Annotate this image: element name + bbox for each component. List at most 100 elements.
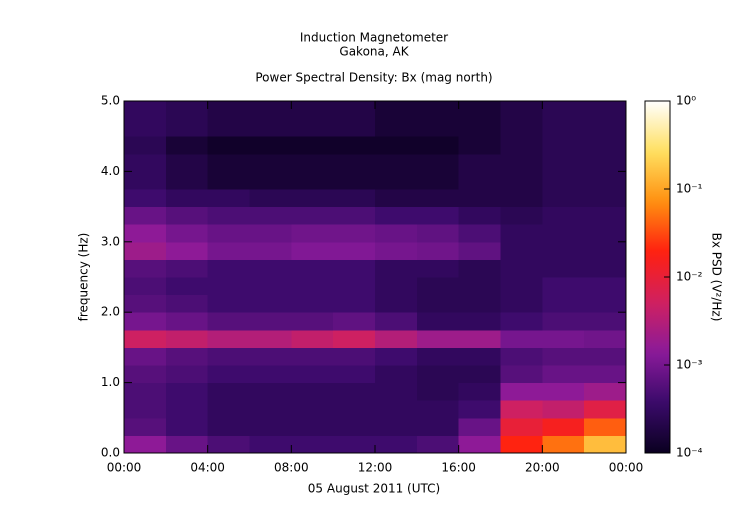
cell <box>333 329 376 348</box>
cell <box>207 312 250 331</box>
cell <box>458 153 501 172</box>
cell <box>584 171 627 190</box>
cell <box>333 382 376 401</box>
cell <box>333 224 376 243</box>
cell <box>500 312 543 331</box>
cell <box>165 417 209 436</box>
cell <box>375 118 418 137</box>
cell <box>458 189 501 208</box>
cell <box>207 382 250 401</box>
cell <box>165 312 209 331</box>
cell <box>416 329 460 348</box>
cell <box>124 382 167 401</box>
cell <box>416 365 460 384</box>
cell <box>584 329 627 348</box>
cell <box>500 241 543 260</box>
cell <box>375 259 418 278</box>
cell <box>458 277 501 296</box>
cell <box>416 171 460 190</box>
cell <box>542 259 585 278</box>
cell <box>249 224 292 243</box>
cell <box>375 277 418 296</box>
cell <box>416 206 460 225</box>
x-tick-label: 08:00 <box>274 461 309 475</box>
cell <box>375 189 418 208</box>
cell <box>500 101 543 120</box>
cell <box>333 347 376 366</box>
cell <box>542 400 585 419</box>
plot-title: Power Spectral Density: Bx (mag north) <box>255 71 492 85</box>
cell <box>500 365 543 384</box>
cell <box>165 382 209 401</box>
cell <box>542 382 585 401</box>
cell <box>249 101 292 120</box>
cell <box>416 153 460 172</box>
chart-subtitle: Gakona, AK <box>339 45 409 59</box>
cell <box>333 241 376 260</box>
cell <box>207 136 250 155</box>
cell <box>291 153 334 172</box>
cell <box>124 400 167 419</box>
cell <box>542 136 585 155</box>
cell <box>165 171 209 190</box>
colorbar-tick-label: 10⁻² <box>676 270 703 284</box>
cell <box>124 224 167 243</box>
cell <box>416 347 460 366</box>
cell <box>375 417 418 436</box>
cell <box>291 206 334 225</box>
cell <box>124 241 167 260</box>
cell <box>333 189 376 208</box>
cell <box>458 136 501 155</box>
cell <box>207 153 250 172</box>
cell <box>291 347 334 366</box>
x-tick-label: 20:00 <box>525 461 560 475</box>
cell <box>584 312 627 331</box>
cell <box>249 206 292 225</box>
cell <box>500 259 543 278</box>
cell <box>291 136 334 155</box>
cell <box>165 136 209 155</box>
cell <box>165 118 209 137</box>
cell <box>500 417 543 436</box>
cell <box>249 365 292 384</box>
cell <box>500 136 543 155</box>
cell <box>207 294 250 313</box>
cell <box>249 153 292 172</box>
cell <box>500 118 543 137</box>
cell <box>584 241 627 260</box>
cell <box>124 435 167 454</box>
cell <box>207 417 250 436</box>
cell <box>375 365 418 384</box>
cell <box>291 294 334 313</box>
x-tick-label: 04:00 <box>190 461 225 475</box>
cell <box>458 400 501 419</box>
x-tick-label: 12:00 <box>358 461 393 475</box>
cell <box>458 365 501 384</box>
cell <box>249 294 292 313</box>
cell <box>375 241 418 260</box>
cell <box>207 435 250 454</box>
cell <box>416 435 460 454</box>
cell <box>542 312 585 331</box>
cell <box>165 206 209 225</box>
cell <box>124 329 167 348</box>
cell <box>124 136 167 155</box>
cell <box>249 136 292 155</box>
cell <box>458 435 501 454</box>
cell <box>291 241 334 260</box>
cell <box>416 382 460 401</box>
cell <box>416 136 460 155</box>
cell <box>207 118 250 137</box>
cell <box>124 101 167 120</box>
cell <box>207 365 250 384</box>
x-tick-label: 16:00 <box>441 461 476 475</box>
cell <box>416 277 460 296</box>
cell <box>416 259 460 278</box>
cell <box>584 136 627 155</box>
cell <box>165 189 209 208</box>
cell <box>165 153 209 172</box>
cell <box>458 206 501 225</box>
cell <box>458 241 501 260</box>
cell <box>207 347 250 366</box>
cell <box>124 118 167 137</box>
